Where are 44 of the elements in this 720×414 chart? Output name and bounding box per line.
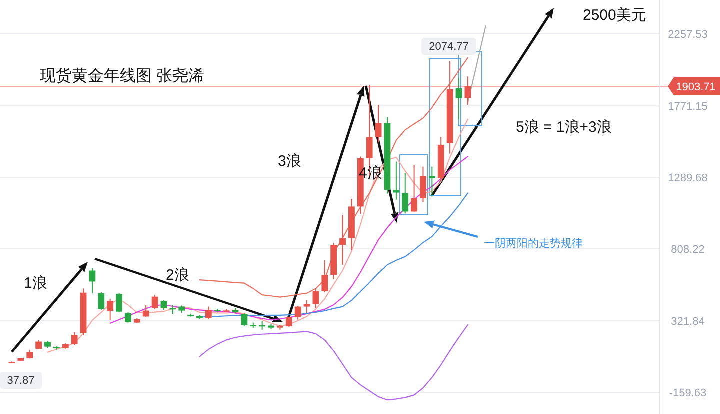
- text: 现货黄金年线图 张尧浠: [40, 67, 204, 85]
- ref-line-label: 1903.71: [676, 81, 716, 94]
- candlestick: [205, 306, 212, 320]
- candlestick: [340, 214, 346, 266]
- candlestick: [456, 78, 462, 120]
- y-tick-label: 808.22: [671, 244, 705, 256]
- line-series: [47, 118, 468, 353]
- candlestick: [89, 268, 96, 294]
- candlestick: [420, 166, 426, 203]
- candlestick: [107, 298, 114, 321]
- annotation: 3浪: [278, 153, 302, 170]
- y-tick-label: 1289.68: [668, 172, 708, 185]
- candlestick: [322, 260, 328, 293]
- candlestick: [312, 288, 320, 308]
- annotation: 2074.77: [429, 41, 469, 53]
- candlestick: [116, 292, 122, 313]
- candlestick: [375, 104, 382, 144]
- annotation: 一阴两阳的走势规律: [484, 237, 583, 250]
- text: 5浪 = 1浪+3浪: [516, 119, 612, 136]
- candlestick: [152, 294, 158, 310]
- candlestick: [71, 332, 78, 346]
- candlestick: [464, 76, 472, 106]
- candlestick: [36, 340, 42, 350]
- candlestick: [294, 306, 302, 320]
- candlestick: [411, 164, 418, 212]
- annotation: 1浪: [24, 275, 48, 292]
- y-tick-label: 321.84: [671, 316, 705, 328]
- candlestick: [393, 161, 400, 200]
- text: 2500美元: [583, 7, 646, 24]
- candlestick: [286, 316, 292, 328]
- y-tick-label: 1771.15: [668, 101, 708, 114]
- candlestick: [160, 300, 168, 311]
- line-series: [199, 324, 468, 401]
- candlestick: [402, 172, 409, 214]
- candlestick: [98, 292, 105, 311]
- candlestick: [125, 312, 132, 324]
- annotation: 37.87: [7, 375, 35, 387]
- candlestick: [428, 166, 436, 198]
- candlestick: [142, 304, 150, 318]
- annotation: 2浪: [166, 267, 190, 284]
- y-tick-label: 2257.53: [668, 29, 708, 42]
- candlestick: [304, 300, 310, 314]
- y-tick-label: -159.63: [669, 387, 707, 400]
- candlestick: [241, 313, 248, 328]
